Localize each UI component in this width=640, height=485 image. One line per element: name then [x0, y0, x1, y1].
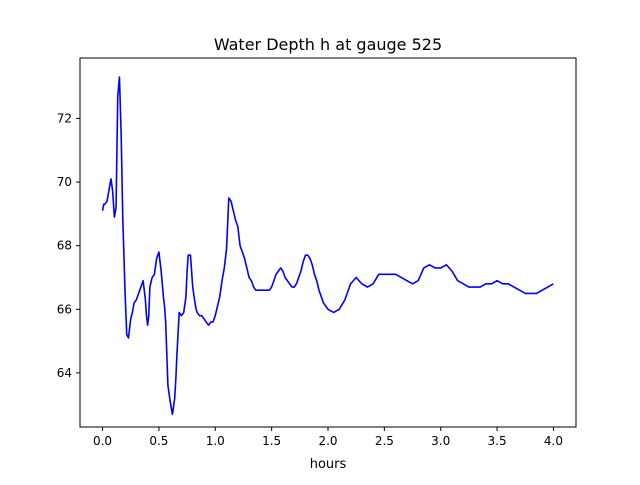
x-tick-label: 2.5 — [375, 434, 394, 448]
y-tick-label: 68 — [57, 239, 72, 253]
x-tick-label: 0.5 — [149, 434, 168, 448]
x-tick-label: 0.0 — [93, 434, 112, 448]
x-tick-label: 3.5 — [488, 434, 507, 448]
x-axis-label: hours — [310, 457, 347, 472]
x-tick-label: 1.0 — [206, 434, 225, 448]
x-tick-label: 4.0 — [544, 434, 563, 448]
chart-title: Water Depth h at gauge 525 — [214, 35, 442, 54]
plot-area: 0.0 0.5 1.0 1.5 2.0 2.5 3.0 3.5 4.0 64 66 68 70 72 — [57, 57, 577, 448]
y-tick-label: 70 — [57, 175, 72, 189]
x-tick-label: 2.0 — [318, 434, 337, 448]
y-tick-label: 72 — [57, 111, 72, 125]
y-tick-label: 64 — [57, 366, 72, 380]
series-line-0 — [101, 76, 554, 416]
x-tick-label: 3.0 — [431, 434, 450, 448]
y-tick-label: 66 — [57, 302, 72, 316]
x-tick-label: 1.5 — [262, 434, 281, 448]
